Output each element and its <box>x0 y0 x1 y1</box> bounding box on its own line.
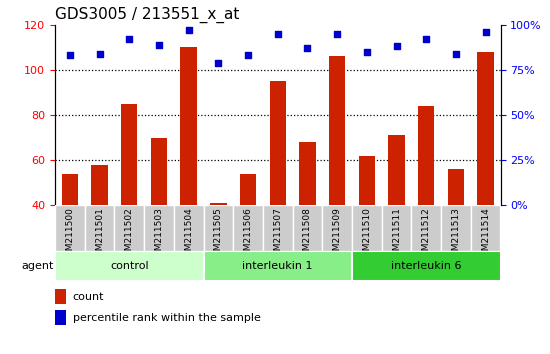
Point <box>65 53 74 58</box>
Point <box>273 31 282 37</box>
Bar <box>85 205 114 251</box>
Bar <box>55 251 204 281</box>
Bar <box>352 251 500 281</box>
Text: interleukin 6: interleukin 6 <box>391 261 461 272</box>
Bar <box>382 205 411 251</box>
Point <box>155 42 163 47</box>
Bar <box>55 205 85 251</box>
Point <box>452 51 460 57</box>
Point <box>422 36 431 42</box>
Point <box>184 27 193 33</box>
Bar <box>418 106 434 205</box>
Text: GSM211507: GSM211507 <box>273 207 282 263</box>
Point <box>362 49 371 55</box>
Text: count: count <box>73 292 104 302</box>
Point <box>125 36 134 42</box>
Bar <box>151 138 167 205</box>
Bar <box>299 142 316 205</box>
Bar <box>180 47 197 205</box>
Text: GSM211508: GSM211508 <box>303 207 312 263</box>
Text: percentile rank within the sample: percentile rank within the sample <box>73 313 261 323</box>
Text: control: control <box>110 261 148 272</box>
Text: GSM211514: GSM211514 <box>481 207 490 262</box>
Bar <box>233 205 263 251</box>
Text: GSM211504: GSM211504 <box>184 207 193 262</box>
Text: GSM211503: GSM211503 <box>155 207 163 263</box>
Text: GSM211511: GSM211511 <box>392 207 401 263</box>
Point <box>214 60 223 65</box>
Bar <box>240 174 256 205</box>
Bar <box>121 104 138 205</box>
Bar <box>91 165 108 205</box>
Bar <box>114 205 144 251</box>
Bar <box>204 205 233 251</box>
Text: GSM211500: GSM211500 <box>65 207 74 263</box>
Bar <box>270 81 286 205</box>
Bar <box>144 205 174 251</box>
Text: GSM211506: GSM211506 <box>244 207 252 263</box>
Bar <box>411 205 441 251</box>
Bar <box>293 205 322 251</box>
Text: GSM211502: GSM211502 <box>125 207 134 262</box>
Text: agent: agent <box>21 261 53 272</box>
Bar <box>359 156 375 205</box>
Text: GDS3005 / 213551_x_at: GDS3005 / 213551_x_at <box>55 7 239 23</box>
Point <box>303 45 312 51</box>
Text: GSM211513: GSM211513 <box>452 207 460 263</box>
Bar <box>329 56 345 205</box>
Bar <box>471 205 501 251</box>
Point <box>95 51 104 57</box>
Bar <box>352 205 382 251</box>
Bar <box>263 205 293 251</box>
Bar <box>322 205 352 251</box>
Bar <box>55 289 66 304</box>
Bar <box>55 310 66 325</box>
Text: GSM211505: GSM211505 <box>214 207 223 263</box>
Text: GSM211501: GSM211501 <box>95 207 104 263</box>
Point <box>333 31 342 37</box>
Text: GSM211509: GSM211509 <box>333 207 342 263</box>
Text: GSM211512: GSM211512 <box>422 207 431 262</box>
Bar <box>441 205 471 251</box>
Bar <box>174 205 204 251</box>
Point <box>392 44 401 49</box>
Bar <box>448 169 464 205</box>
Text: GSM211510: GSM211510 <box>362 207 371 263</box>
Bar <box>204 251 352 281</box>
Bar <box>388 135 405 205</box>
Bar <box>477 52 494 205</box>
Point <box>481 29 490 35</box>
Bar <box>210 203 227 205</box>
Point <box>244 53 252 58</box>
Text: interleukin 1: interleukin 1 <box>243 261 313 272</box>
Bar <box>62 174 78 205</box>
